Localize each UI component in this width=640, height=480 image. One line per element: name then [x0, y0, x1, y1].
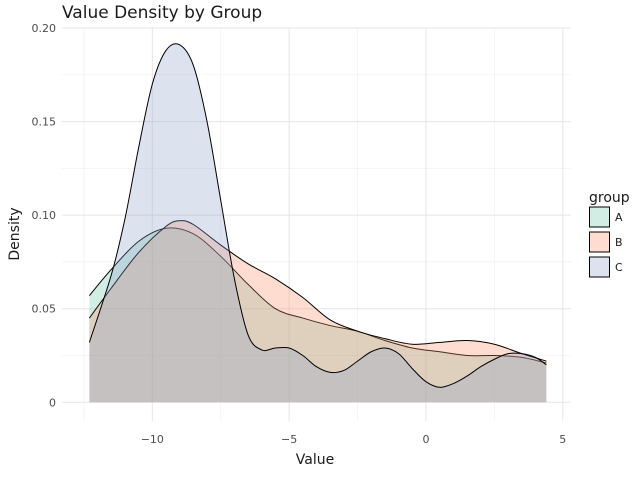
- y-tick-label: 0.15: [32, 116, 57, 129]
- y-tick-label: 0.05: [32, 303, 57, 316]
- density-line-c: [88, 43, 547, 388]
- x-tick-labels: −10 −5 0 5: [141, 433, 567, 446]
- y-tick-labels: 0 0.05 0.10 0.15 0.20: [32, 22, 57, 409]
- legend-title: group: [589, 190, 630, 206]
- density-area-c: [89, 43, 547, 403]
- legend-label-b: B: [615, 236, 623, 249]
- legend-key-a: [589, 206, 610, 228]
- x-tick-label: −10: [141, 433, 164, 446]
- legend-key-b: [589, 231, 610, 253]
- y-tick-label: 0: [49, 396, 56, 409]
- density-area-b: [89, 220, 547, 403]
- density-areas: [88, 43, 547, 403]
- x-tick-label: −5: [281, 433, 297, 446]
- x-tick-label: 5: [559, 433, 566, 446]
- legend-key-bg: [589, 232, 610, 252]
- y-tick-label: 0.10: [32, 209, 57, 222]
- grid-lines: [62, 27, 571, 421]
- legend-label-c: C: [615, 261, 623, 274]
- legend-label-a: A: [615, 211, 623, 224]
- density-line-b: [88, 220, 547, 362]
- y-axis-title: Density: [7, 207, 23, 260]
- legend-key-bg: [589, 207, 610, 227]
- x-axis-title: Value: [296, 452, 334, 468]
- legend-key-c: [589, 256, 610, 278]
- legend: group ABC: [589, 190, 630, 278]
- chart-title: Value Density by Group: [62, 3, 263, 23]
- x-tick-label: 0: [422, 433, 429, 446]
- legend-key-bg: [589, 257, 610, 277]
- density-area-a: [89, 227, 547, 403]
- y-tick-label: 0.20: [32, 22, 57, 35]
